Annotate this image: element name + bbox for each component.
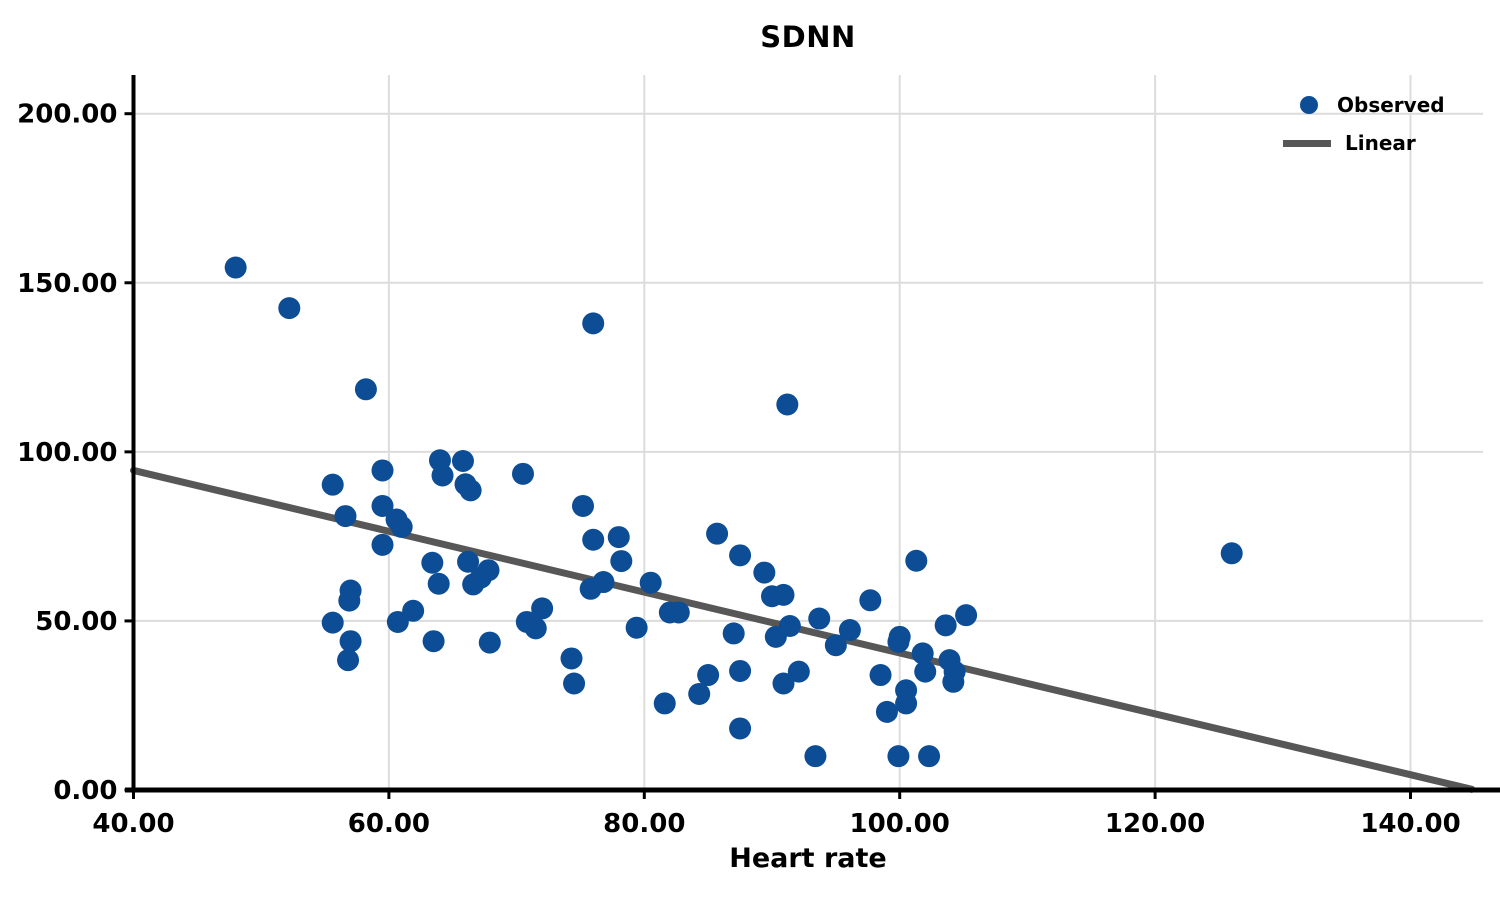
data-point: [354, 378, 377, 401]
data-point: [477, 559, 500, 582]
data-point: [688, 682, 711, 705]
data-point: [371, 533, 394, 556]
data-point: [339, 630, 362, 653]
chart-title: SDNN: [760, 20, 856, 54]
data-point: [338, 589, 361, 612]
data-point: [729, 544, 752, 567]
data-point: [402, 599, 425, 622]
data-point: [772, 672, 795, 695]
x-tick-label: 100.00: [850, 809, 950, 839]
data-point: [457, 550, 480, 573]
data-point: [729, 659, 752, 682]
data-point: [838, 619, 861, 642]
data-point: [942, 670, 965, 693]
legend-label-observed: Observed: [1337, 93, 1445, 117]
data-point: [371, 494, 394, 517]
data-point: [869, 664, 892, 687]
data-point: [478, 631, 501, 654]
legend-item-observed: Observed: [1283, 92, 1445, 118]
data-point: [337, 649, 360, 672]
data-point: [321, 473, 344, 496]
data-point: [804, 745, 827, 768]
data-point: [914, 660, 937, 683]
data-point: [334, 505, 357, 528]
data-point: [729, 717, 752, 740]
data-point: [639, 571, 662, 594]
data-point: [772, 583, 795, 606]
regression-line: [130, 466, 1476, 793]
linear-marker-icon: [1283, 139, 1331, 147]
data-point: [895, 692, 918, 715]
data-point: [887, 745, 910, 768]
y-tick-label: 0.00: [53, 776, 117, 806]
data-point: [722, 622, 745, 645]
x-tick-label: 140.00: [1360, 809, 1460, 839]
data-point: [697, 664, 720, 687]
data-point: [824, 634, 847, 657]
data-point: [911, 642, 934, 665]
data-point: [610, 550, 633, 573]
data-point: [582, 312, 605, 335]
y-tick-label: 100.00: [17, 438, 117, 468]
data-point: [955, 604, 978, 627]
data-point: [875, 700, 898, 723]
x-tick-label: 80.00: [603, 809, 685, 839]
legend-label-linear: Linear: [1345, 131, 1416, 155]
y-tick-label: 150.00: [17, 269, 117, 299]
data-point: [386, 610, 409, 633]
data-point: [572, 494, 595, 517]
data-point: [451, 449, 474, 472]
data-point: [431, 464, 454, 487]
y-tick-label: 200.00: [17, 100, 117, 130]
data-point: [787, 660, 810, 683]
data-point: [390, 515, 413, 538]
legend: Observed Linear: [1283, 92, 1445, 156]
data-point: [524, 617, 547, 640]
data-point: [625, 616, 648, 639]
data-point: [887, 630, 910, 653]
legend-item-linear: Linear: [1283, 130, 1445, 156]
data-point: [592, 571, 615, 594]
data-point: [421, 551, 444, 574]
data-point: [607, 526, 630, 549]
data-point: [667, 601, 690, 624]
x-axis-label: Heart rate: [729, 843, 887, 874]
y-tick-label: 50.00: [35, 607, 117, 637]
x-tick-label: 120.00: [1105, 809, 1205, 839]
data-point: [1220, 542, 1243, 565]
data-point: [776, 393, 799, 416]
x-tick-label: 60.00: [348, 809, 430, 839]
data-point: [753, 561, 776, 584]
data-point: [934, 614, 957, 637]
data-point: [278, 297, 301, 320]
data-point: [459, 479, 482, 502]
data-point: [422, 630, 445, 653]
data-point: [706, 522, 729, 545]
x-tick-label: 40.00: [92, 809, 174, 839]
data-point: [560, 647, 583, 670]
data-point: [511, 462, 534, 485]
data-point: [427, 572, 450, 595]
data-point: [321, 611, 344, 634]
data-point: [371, 459, 394, 482]
data-point: [224, 256, 247, 279]
data-point: [918, 745, 941, 768]
data-point: [563, 672, 586, 695]
data-point: [531, 597, 554, 620]
observed-marker-icon: [1300, 96, 1318, 114]
data-point: [582, 528, 605, 551]
data-point: [859, 589, 882, 612]
data-point: [653, 692, 676, 715]
data-point: [778, 614, 801, 637]
data-point: [808, 607, 831, 630]
data-point: [905, 549, 928, 572]
